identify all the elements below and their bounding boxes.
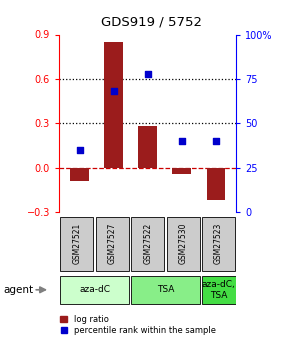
- Bar: [96, 217, 129, 272]
- Text: GSM27530: GSM27530: [179, 222, 188, 264]
- Bar: [131, 217, 164, 272]
- Point: [179, 138, 184, 144]
- Bar: [138, 126, 157, 168]
- Bar: [167, 217, 200, 272]
- Text: GSM27523: GSM27523: [214, 222, 223, 264]
- Point: [77, 147, 82, 153]
- Text: GDS919 / 5752: GDS919 / 5752: [101, 16, 202, 29]
- Bar: [207, 168, 225, 200]
- Bar: [60, 217, 93, 272]
- Point: [111, 89, 116, 94]
- Text: aza-dC: aza-dC: [79, 285, 110, 294]
- Text: GSM27527: GSM27527: [108, 222, 117, 264]
- Text: TSA: TSA: [157, 285, 174, 294]
- Text: aza-dC,
TSA: aza-dC, TSA: [202, 280, 235, 299]
- Bar: [202, 217, 235, 272]
- Text: GSM27522: GSM27522: [143, 222, 152, 264]
- Text: agent: agent: [3, 285, 33, 295]
- Point: [214, 138, 218, 144]
- Bar: [131, 276, 200, 304]
- Bar: [201, 276, 236, 304]
- Bar: [60, 276, 129, 304]
- Bar: [104, 42, 123, 168]
- Bar: [70, 168, 89, 181]
- Point: [145, 71, 150, 76]
- Bar: [172, 168, 191, 174]
- Text: GSM27521: GSM27521: [72, 222, 81, 264]
- Legend: log ratio, percentile rank within the sample: log ratio, percentile rank within the sa…: [60, 315, 215, 335]
